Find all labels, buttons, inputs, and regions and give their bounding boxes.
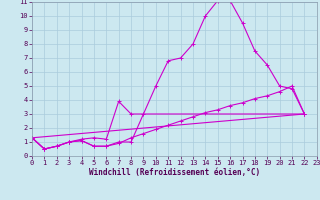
X-axis label: Windchill (Refroidissement éolien,°C): Windchill (Refroidissement éolien,°C) — [89, 168, 260, 177]
